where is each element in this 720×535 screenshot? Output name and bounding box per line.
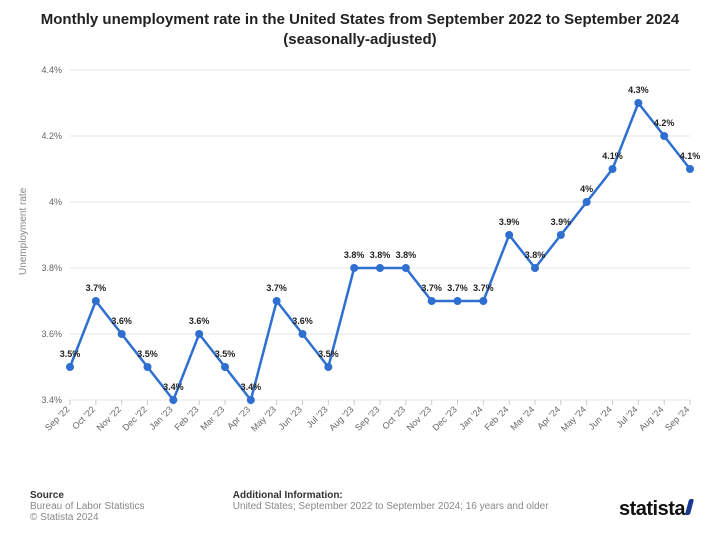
x-tick-label: Sep '23: [353, 404, 381, 432]
data-marker: [273, 297, 281, 305]
x-tick-label: Mar '23: [198, 404, 226, 432]
x-tick-label: Jun '23: [277, 404, 304, 431]
data-marker: [428, 297, 436, 305]
y-tick-label: 4.2%: [41, 131, 62, 141]
info-body: United States; September 2022 to Septemb…: [233, 501, 573, 512]
data-marker: [505, 231, 513, 239]
value-label: 3.8%: [370, 250, 391, 260]
data-marker: [66, 363, 74, 371]
value-label: 3.8%: [525, 250, 546, 260]
data-marker: [118, 330, 126, 338]
logo-text: statista: [619, 498, 685, 520]
x-tick-label: Nov '23: [405, 404, 433, 432]
value-label: 4.1%: [680, 151, 701, 161]
data-marker: [221, 363, 229, 371]
value-label: 3.7%: [447, 283, 468, 293]
data-marker: [557, 231, 565, 239]
x-tick-label: Sep '24: [663, 404, 691, 432]
data-marker: [324, 363, 332, 371]
value-label: 3.7%: [473, 283, 494, 293]
value-label: 3.6%: [292, 316, 313, 326]
x-tick-label: Sep '22: [43, 404, 71, 432]
value-label: 3.4%: [163, 382, 184, 392]
value-label: 3.5%: [137, 349, 158, 359]
data-marker: [144, 363, 152, 371]
data-marker: [660, 132, 668, 140]
data-marker: [583, 198, 591, 206]
value-label: 4.2%: [654, 118, 675, 128]
data-marker: [479, 297, 487, 305]
line-chart: 3.4%3.6%3.8%4%4.2%4.4%Sep '22Oct '22Nov …: [0, 0, 720, 535]
data-marker: [350, 264, 358, 272]
x-tick-label: Aug '24: [637, 404, 665, 432]
copyright: © Statista 2024: [30, 512, 230, 523]
info-heading: Additional Information:: [233, 490, 573, 501]
data-marker: [92, 297, 100, 305]
data-marker: [609, 165, 617, 173]
x-tick-label: Dec '23: [430, 404, 458, 432]
x-tick-label: Oct '22: [70, 404, 97, 431]
footer: Source Bureau of Labor Statistics © Stat…: [30, 490, 690, 523]
y-tick-label: 3.6%: [41, 329, 62, 339]
data-marker: [454, 297, 462, 305]
x-tick-label: Mar '24: [508, 404, 536, 432]
value-label: 4%: [580, 184, 593, 194]
value-label: 3.5%: [215, 349, 236, 359]
y-tick-label: 4.4%: [41, 65, 62, 75]
value-label: 3.8%: [344, 250, 365, 260]
x-tick-label: May '24: [559, 404, 588, 433]
x-tick-label: Jan '23: [147, 404, 174, 431]
value-label: 4.3%: [628, 85, 649, 95]
value-label: 3.5%: [318, 349, 339, 359]
y-tick-label: 4%: [49, 197, 62, 207]
value-label: 3.7%: [86, 283, 107, 293]
x-tick-label: Apr '24: [535, 404, 562, 431]
value-label: 3.5%: [60, 349, 81, 359]
data-marker: [402, 264, 410, 272]
value-label: 3.7%: [266, 283, 287, 293]
value-label: 3.6%: [189, 316, 210, 326]
statista-logo: statista: [619, 498, 692, 521]
data-marker: [195, 330, 203, 338]
data-marker: [299, 330, 307, 338]
value-label: 3.9%: [499, 217, 520, 227]
source-body: Bureau of Labor Statistics: [30, 501, 230, 512]
x-tick-label: Jan '24: [457, 404, 484, 431]
x-tick-label: Dec '22: [120, 404, 148, 432]
x-tick-label: Jun '24: [587, 404, 614, 431]
value-label: 3.9%: [551, 217, 572, 227]
x-tick-label: Aug '23: [327, 404, 355, 432]
x-tick-label: Apr '23: [225, 404, 252, 431]
x-tick-label: Nov '22: [95, 404, 123, 432]
data-marker: [169, 396, 177, 404]
data-marker: [634, 99, 642, 107]
y-tick-label: 3.4%: [41, 395, 62, 405]
data-marker: [247, 396, 255, 404]
value-label: 4.1%: [602, 151, 623, 161]
data-marker: [531, 264, 539, 272]
y-tick-label: 3.8%: [41, 263, 62, 273]
x-tick-label: Feb '23: [172, 404, 200, 432]
x-tick-label: Feb '24: [482, 404, 510, 432]
value-label: 3.8%: [396, 250, 417, 260]
x-tick-label: May '23: [249, 404, 278, 433]
x-tick-label: Oct '23: [380, 404, 407, 431]
value-label: 3.6%: [111, 316, 132, 326]
value-label: 3.7%: [421, 283, 442, 293]
source-heading: Source: [30, 490, 230, 501]
value-label: 3.4%: [241, 382, 262, 392]
data-marker: [686, 165, 694, 173]
data-marker: [376, 264, 384, 272]
